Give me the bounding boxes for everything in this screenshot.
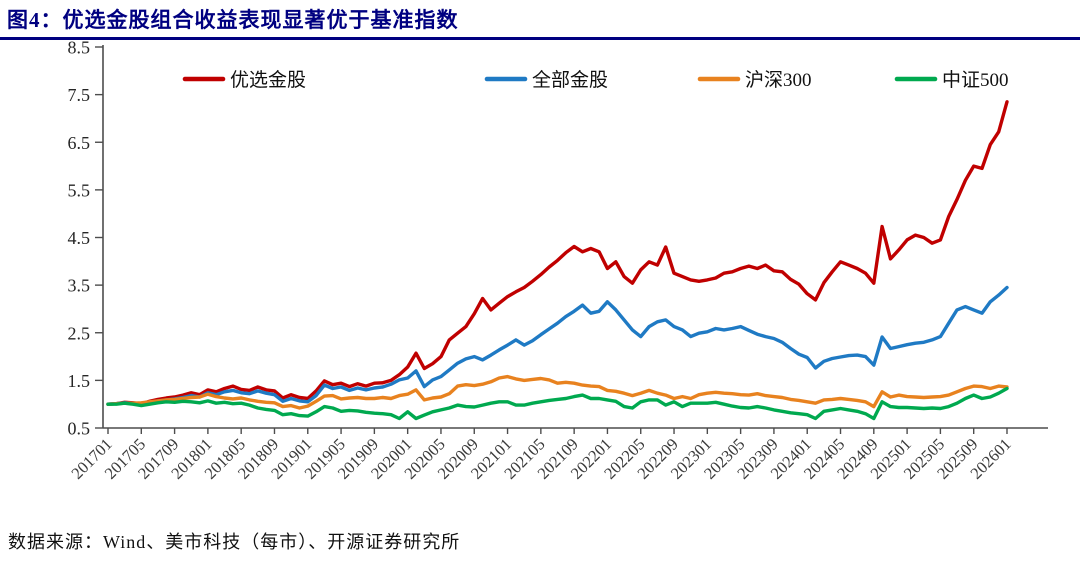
- series-line-0: [106, 100, 1009, 406]
- y-tick-label: 5.5: [68, 180, 91, 200]
- legend-label-3: 中证500: [942, 69, 1009, 91]
- series-line-2: [106, 374, 1009, 410]
- series-line-3: [106, 386, 1009, 421]
- y-tick-label: 3.5: [68, 276, 91, 296]
- legend-label-0: 优选金股: [230, 69, 306, 91]
- series-line-1: [106, 285, 1009, 406]
- legend-label-1: 全部金股: [532, 69, 608, 91]
- y-tick-label: 4.5: [68, 228, 91, 248]
- figure-title: 图4：优选金股组合收益表现显著优于基准指数: [7, 8, 459, 32]
- y-tick-label: 2.5: [68, 323, 91, 343]
- title-divider-rule: [0, 37, 1080, 40]
- y-tick-label: 6.5: [68, 133, 91, 153]
- legend-label-2: 沪深300: [745, 69, 812, 91]
- y-tick-label: 1.5: [68, 371, 91, 391]
- y-tick-label: 7.5: [68, 85, 91, 105]
- y-tick-label: 8.5: [68, 38, 91, 58]
- y-tick-label: 0.5: [68, 419, 91, 439]
- data-source-note: 数据来源：Wind、美市科技（每市）、开源证券研究所: [8, 532, 461, 552]
